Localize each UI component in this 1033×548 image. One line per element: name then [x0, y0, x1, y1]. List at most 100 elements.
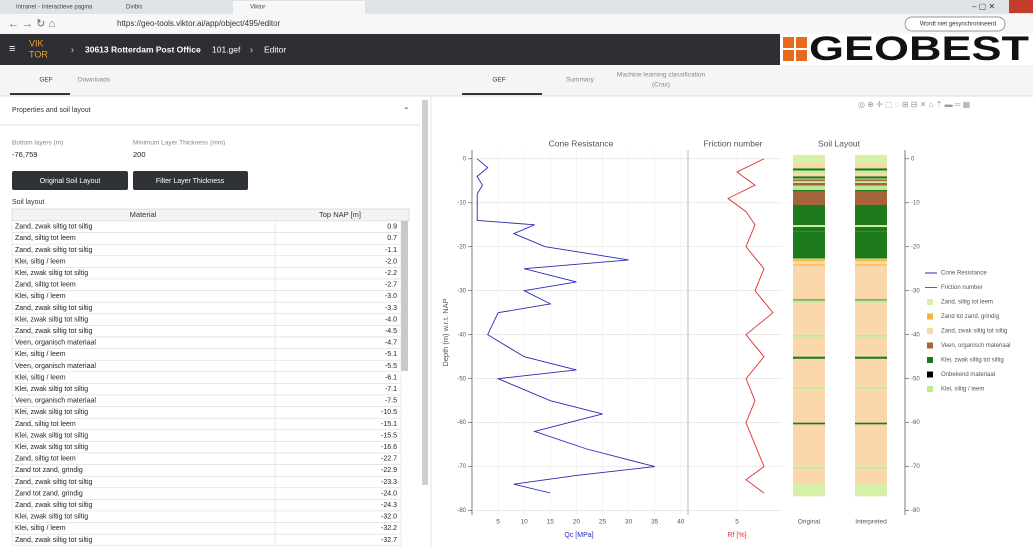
soil-layer — [793, 179, 825, 182]
legend-label[interactable]: Onbekend materiaal — [941, 372, 995, 378]
top-cell: -7.1 — [385, 386, 397, 393]
table-row[interactable] — [11, 522, 402, 535]
soil-layer — [793, 231, 825, 259]
breadcrumb-sep: › — [250, 44, 253, 54]
soil-layer — [793, 167, 825, 169]
panel-scrollbar[interactable] — [422, 100, 428, 485]
soil-layer — [855, 155, 887, 164]
y-tick-label: -70 — [911, 464, 920, 470]
soil-layer — [793, 163, 825, 168]
close-button[interactable] — [1009, 0, 1033, 13]
top-cell: -4.5 — [385, 328, 397, 335]
x-tick-label: 15 — [547, 519, 555, 526]
nav-icons[interactable]: ← → ↻ ⌂ — [8, 18, 55, 30]
material-cell: Klei, siltig / leem — [15, 258, 66, 265]
button-label: Filter Layer Thickness — [156, 178, 225, 185]
window-controls[interactable]: – ▢ ✕ — [972, 2, 995, 11]
table-row[interactable] — [11, 371, 402, 384]
field-value[interactable]: -76,759 — [12, 150, 37, 159]
breadcrumb[interactable]: Editor — [264, 44, 286, 54]
soil-layer — [855, 191, 887, 205]
table-scrollbar[interactable] — [401, 221, 408, 371]
legend-label[interactable]: Zand tot zand, grindig — [941, 314, 999, 320]
top-cell: 0.7 — [387, 235, 397, 242]
material-cell: Zand, zwak siltig tot siltig — [15, 328, 93, 335]
tab-row — [0, 65, 1033, 96]
button[interactable] — [12, 171, 128, 190]
breadcrumb[interactable]: 101.gef — [212, 44, 241, 54]
browser-tab[interactable]: Viktor — [250, 5, 265, 11]
table-row[interactable] — [11, 255, 402, 268]
button-label: Original Soil Layout — [40, 178, 101, 185]
material-cell: Zand tot zand, grindig — [15, 467, 83, 474]
material-cell: Klei, siltig / leem — [15, 525, 66, 532]
top-cell: -24.3 — [381, 502, 397, 509]
y-tick-label: 0 — [911, 156, 915, 162]
field-value[interactable]: 200 — [133, 150, 146, 159]
legend-swatch — [927, 299, 933, 305]
soil-layer — [855, 182, 887, 186]
tab[interactable]: Summary — [566, 77, 595, 84]
y-tick-label: -60 — [457, 420, 466, 426]
legend-label[interactable]: Klei, siltig / leem — [941, 387, 984, 393]
x-tick-label: 5 — [735, 519, 739, 526]
tab[interactable]: GEF — [39, 77, 52, 84]
soil-layer — [855, 302, 887, 335]
top-cell: -22.9 — [381, 467, 397, 474]
material-cell: Zand, zwak siltig tot siltig — [15, 479, 93, 486]
table-row[interactable] — [11, 290, 402, 303]
legend-swatch — [927, 371, 933, 378]
active-left-tab — [10, 93, 70, 95]
soil-layer — [793, 259, 825, 262]
tab[interactable]: GEF — [492, 77, 505, 84]
legend-label[interactable]: Zand, zwak siltig tot siltig — [941, 329, 1007, 335]
soil-layer — [855, 179, 887, 182]
y-tick-label: -80 — [911, 508, 920, 514]
material-cell: Zand, zwak siltig tot siltig — [15, 502, 93, 509]
logo-bottom: TOR — [29, 49, 48, 59]
menu-icon[interactable]: ≡ — [9, 43, 15, 55]
button[interactable] — [133, 171, 248, 190]
soil-layer — [793, 422, 825, 425]
y-tick-label: -30 — [457, 288, 466, 294]
top-cell: -15.5 — [381, 432, 397, 439]
x-axis-label: Rf [%] — [727, 532, 746, 539]
table-row[interactable] — [11, 533, 402, 547]
section-title: Properties and soil layout — [12, 107, 91, 114]
soil-layer — [793, 261, 825, 265]
legend-label[interactable]: Klei, zwak siltig tot siltig — [941, 358, 1004, 364]
active-tab[interactable] — [233, 1, 365, 14]
url-field[interactable] — [98, 17, 798, 31]
tab[interactable]: Downloads — [78, 77, 111, 84]
tab-bar — [0, 0, 1033, 14]
table-row[interactable] — [11, 348, 402, 361]
ml-tab[interactable]: Machine learning classification — [617, 72, 706, 79]
ml-tab-sub[interactable]: (Crax) — [652, 82, 670, 89]
browser-tab[interactable]: Intranet - Interactieve pagina — [16, 5, 93, 11]
plot-toolbar[interactable]: ◎ ⊕ ✛ ⬚ ◌ ⊞ ⊟ ✕ ⌂ ⇡ ▬ ═ ▦ — [858, 100, 970, 109]
top-cell: -15.1 — [381, 421, 397, 428]
breadcrumb-sep: › — [198, 44, 201, 54]
material-cell: Klei, zwak siltig tot siltig — [15, 409, 88, 416]
soil-layer — [855, 334, 887, 337]
breadcrumb[interactable]: 30613 Rotterdam Post Office — [85, 44, 201, 54]
top-cell: -6.1 — [385, 374, 397, 381]
legend-label[interactable]: Veen, organisch materiaal — [941, 343, 1010, 349]
material-cell: Veen, organisch materiaal — [15, 340, 96, 347]
material-cell: Klei, zwak siltig tot siltig — [15, 514, 88, 521]
collapse-icon[interactable]: ⌃ — [403, 106, 410, 115]
url: https://geo-tools.viktor.ai/app/object/4… — [117, 19, 281, 28]
legend-label[interactable]: Friction number — [941, 285, 983, 291]
sync-button[interactable] — [904, 16, 1006, 32]
series-line — [727, 158, 774, 494]
browser-tab[interactable]: Dvibis — [126, 5, 142, 11]
x-tick-label: 35 — [651, 519, 659, 526]
soil-layer — [855, 226, 887, 232]
active-right-tab — [462, 93, 542, 95]
material-cell: Zand, siltig tot leem — [15, 235, 76, 242]
legend-label[interactable]: Zand, siltig tot leem — [941, 300, 993, 306]
legend-label[interactable]: Cone Resistance — [941, 271, 987, 277]
legend-swatch — [927, 357, 933, 363]
brand-bg — [780, 34, 1033, 65]
